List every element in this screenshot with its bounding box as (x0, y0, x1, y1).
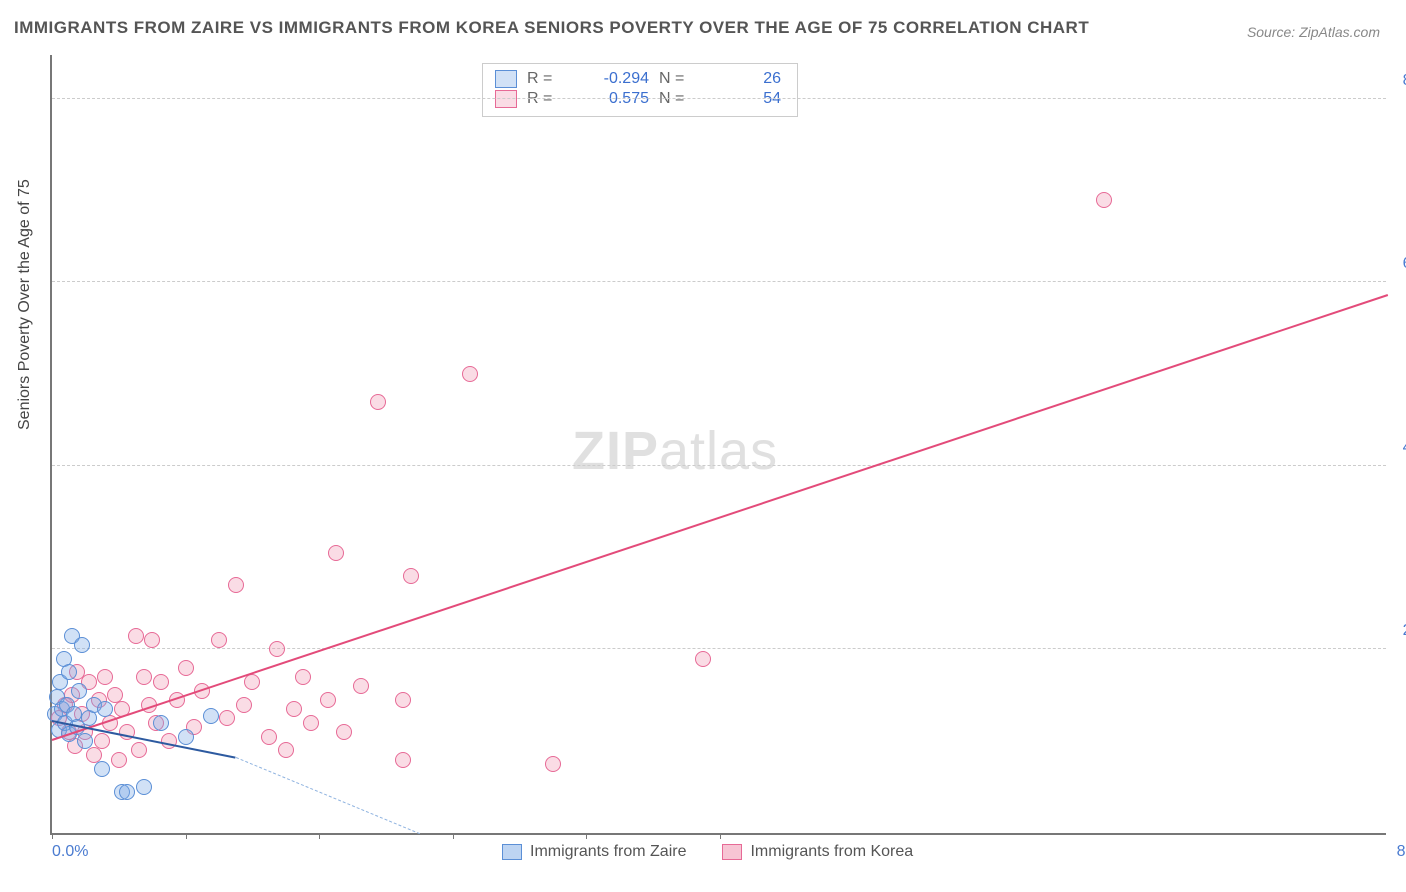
pink-marker (286, 701, 302, 717)
x-tick-mark (52, 833, 53, 839)
plot-area: ZIPatlas R = -0.294 N = 26 R = 0.575 N =… (50, 55, 1386, 835)
source-label: Source: ZipAtlas.com (1247, 24, 1380, 40)
blue-marker (136, 779, 152, 795)
pink-marker (94, 733, 110, 749)
blue-marker (178, 729, 194, 745)
blue-marker (119, 784, 135, 800)
chart-container: ZIPatlas R = -0.294 N = 26 R = 0.575 N =… (50, 55, 1386, 835)
n-label: N = (659, 70, 701, 88)
pink-marker (295, 669, 311, 685)
x-tick-mark (720, 833, 721, 839)
y-tick-label: 40.0% (1403, 439, 1406, 457)
pink-marker (695, 651, 711, 667)
pink-marker (136, 669, 152, 685)
n-value: 26 (711, 70, 781, 88)
swatch-pink-icon (722, 844, 742, 860)
pink-marker (462, 366, 478, 382)
n-label: N = (659, 90, 701, 108)
y-tick-label: 60.0% (1403, 255, 1406, 273)
r-label: R = (527, 90, 569, 108)
stats-row-blue: R = -0.294 N = 26 (495, 70, 781, 88)
x-tick-mark (586, 833, 587, 839)
series-legend: Immigrants from Zaire Immigrants from Ko… (502, 843, 913, 861)
legend-label: Immigrants from Zaire (530, 843, 686, 861)
pink-marker (278, 742, 294, 758)
pink-marker (320, 692, 336, 708)
y-axis-label: Seniors Poverty Over the Age of 75 (16, 179, 34, 430)
pink-marker (395, 692, 411, 708)
pink-marker (111, 752, 127, 768)
swatch-blue-icon (502, 844, 522, 860)
pink-marker (228, 577, 244, 593)
gridline (52, 465, 1386, 466)
x-tick-mark (186, 833, 187, 839)
pink-marker (261, 729, 277, 745)
x-tick-start: 0.0% (52, 843, 88, 861)
pink-marker (128, 628, 144, 644)
pink-marker (353, 678, 369, 694)
pink-marker (370, 394, 386, 410)
pink-marker (178, 660, 194, 676)
blue-marker (94, 761, 110, 777)
blue-marker (153, 715, 169, 731)
y-tick-label: 20.0% (1403, 622, 1406, 640)
legend-label: Immigrants from Korea (750, 843, 913, 861)
trendline-blue-extrapolated (235, 757, 419, 834)
r-value: -0.294 (579, 70, 649, 88)
gridline (52, 281, 1386, 282)
legend-item-korea: Immigrants from Korea (722, 843, 913, 861)
blue-marker (203, 708, 219, 724)
pink-marker (328, 545, 344, 561)
swatch-pink-icon (495, 90, 517, 108)
gridline (52, 98, 1386, 99)
gridline (52, 648, 1386, 649)
chart-title: IMMIGRANTS FROM ZAIRE VS IMMIGRANTS FROM… (14, 18, 1089, 38)
blue-marker (61, 664, 77, 680)
pink-marker (236, 697, 252, 713)
pink-marker (395, 752, 411, 768)
r-value: 0.575 (579, 90, 649, 108)
pink-marker (211, 632, 227, 648)
watermark: ZIPatlas (572, 420, 778, 482)
x-tick-mark (453, 833, 454, 839)
blue-marker (71, 683, 87, 699)
blue-marker (77, 733, 93, 749)
trendline-pink (52, 294, 1389, 741)
pink-marker (403, 568, 419, 584)
legend-item-zaire: Immigrants from Zaire (502, 843, 686, 861)
pink-marker (219, 710, 235, 726)
pink-marker (1096, 192, 1112, 208)
pink-marker (144, 632, 160, 648)
pink-marker (269, 641, 285, 657)
y-tick-label: 80.0% (1403, 72, 1406, 90)
n-value: 54 (711, 90, 781, 108)
x-tick-mark (319, 833, 320, 839)
swatch-blue-icon (495, 70, 517, 88)
stats-row-pink: R = 0.575 N = 54 (495, 90, 781, 108)
stats-legend: R = -0.294 N = 26 R = 0.575 N = 54 (482, 63, 798, 117)
pink-marker (153, 674, 169, 690)
blue-marker (74, 637, 90, 653)
blue-marker (97, 701, 113, 717)
pink-marker (131, 742, 147, 758)
x-tick-end: 80.0% (1397, 843, 1406, 861)
pink-marker (545, 756, 561, 772)
r-label: R = (527, 70, 569, 88)
pink-marker (336, 724, 352, 740)
pink-marker (97, 669, 113, 685)
pink-marker (303, 715, 319, 731)
